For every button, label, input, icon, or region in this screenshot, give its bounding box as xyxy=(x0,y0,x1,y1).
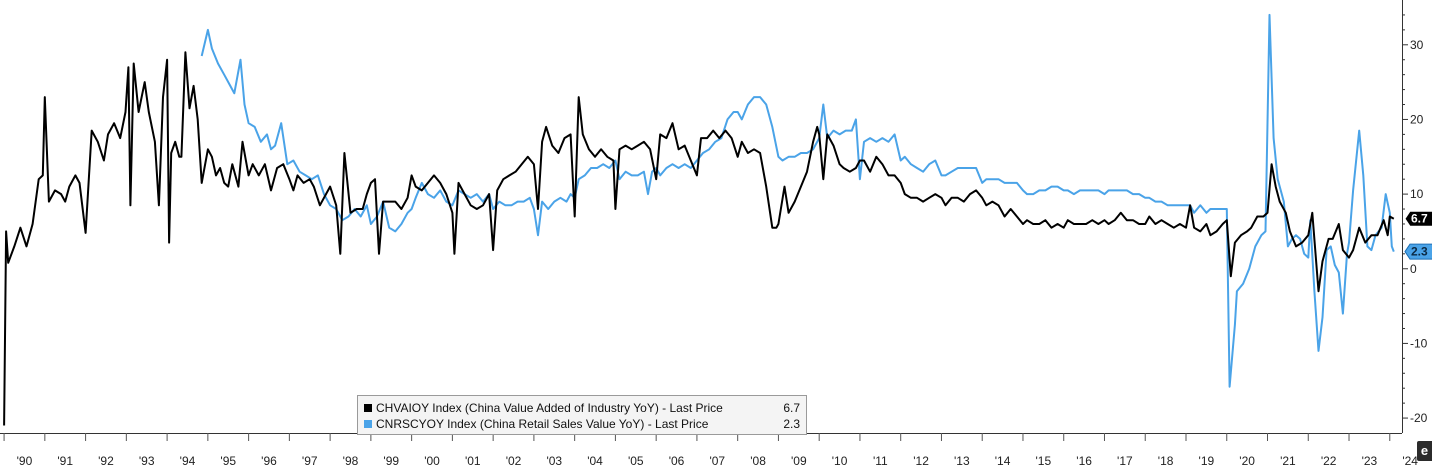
x-tick-label: '98 xyxy=(343,454,359,468)
legend-label: CNRSCYOY Index (China Retail Sales Value… xyxy=(376,417,709,431)
x-tick-label: '93 xyxy=(139,454,155,468)
x-tick-label: '96 xyxy=(261,454,277,468)
y-tick-label: 0 xyxy=(1410,262,1417,276)
x-tick-label: '04 xyxy=(587,454,603,468)
x-tick-label: '24 xyxy=(1402,454,1418,468)
legend-label: CHVAIOY Index (China Value Added of Indu… xyxy=(376,401,723,415)
x-tick-label: '08 xyxy=(750,454,766,468)
x-tick-label: '94 xyxy=(180,454,196,468)
y-tick-label: -20 xyxy=(1410,411,1428,425)
x-tick-label: '14 xyxy=(995,454,1011,468)
x-tick-label: '20 xyxy=(1239,454,1255,468)
x-tick-label: '02 xyxy=(506,454,522,468)
legend-item-cnrscyoy: CNRSCYOY Index (China Retail Sales Value… xyxy=(364,416,800,432)
x-tick-label: '95 xyxy=(220,454,236,468)
x-axis: '90 '91 '92 '93 '94 '95 '96 '97 '98 '99 '00 '01 '02 '… xyxy=(0,433,1418,468)
plot-area xyxy=(3,13,1395,426)
last-price-label: 2.3 xyxy=(1411,245,1428,259)
x-tick-label: '19 xyxy=(1199,454,1215,468)
x-tick-label: '23 xyxy=(1362,454,1378,468)
x-tick-label: '07 xyxy=(709,454,725,468)
x-tick-label: '99 xyxy=(383,454,399,468)
x-tick-label: '15 xyxy=(1036,454,1052,468)
x-tick-label: '90 xyxy=(17,454,33,468)
x-tick-label: '16 xyxy=(1076,454,1092,468)
x-tick-label: '13 xyxy=(954,454,970,468)
y-tick-label: 10 xyxy=(1410,187,1424,201)
legend-item-chvaioy: CHVAIOY Index (China Value Added of Indu… xyxy=(364,400,800,416)
last-price-markers: 6.7 2.3 xyxy=(1404,210,1432,260)
y-tick-label: 30 xyxy=(1410,38,1424,52)
x-tick-label: '97 xyxy=(302,454,318,468)
x-tick-label: '06 xyxy=(669,454,685,468)
legend-swatch-blue xyxy=(364,420,372,428)
y-tick-label: 20 xyxy=(1410,112,1424,126)
series-line-chvaioy xyxy=(3,51,1395,426)
legend: CHVAIOY Index (China Value Added of Indu… xyxy=(357,395,807,435)
x-tick-label: '17 xyxy=(1117,454,1133,468)
last-price-label: 6.7 xyxy=(1411,212,1428,226)
x-tick-label: '91 xyxy=(57,454,73,468)
x-tick-label: '05 xyxy=(628,454,644,468)
x-tick-label: '10 xyxy=(832,454,848,468)
x-tick-label: '11 xyxy=(873,454,888,468)
y-axis: 30 20 10 0 -10 -20 xyxy=(1402,0,1428,433)
legend-last-value: 6.7 xyxy=(783,401,800,415)
x-tick-label: '01 xyxy=(465,454,481,468)
y-tick-label: -10 xyxy=(1410,336,1428,350)
fullscreen-e-icon[interactable]: e xyxy=(1417,441,1432,461)
x-tick-label: '09 xyxy=(791,454,807,468)
x-tick-label: '22 xyxy=(1321,454,1337,468)
x-tick-label: '21 xyxy=(1280,454,1296,468)
series-line-cnrscyoy xyxy=(200,13,1395,388)
legend-last-value: 2.3 xyxy=(783,417,800,431)
x-tick-label: '03 xyxy=(546,454,562,468)
last-price-marker-chvaioy xyxy=(1404,210,1432,227)
x-tick-label: '00 xyxy=(424,454,440,468)
x-tick-label: '12 xyxy=(913,454,929,468)
legend-swatch-black xyxy=(364,404,372,412)
x-tick-label: '92 xyxy=(98,454,114,468)
last-price-marker-cnrscyoy xyxy=(1404,243,1432,260)
x-tick-label: '18 xyxy=(1158,454,1174,468)
